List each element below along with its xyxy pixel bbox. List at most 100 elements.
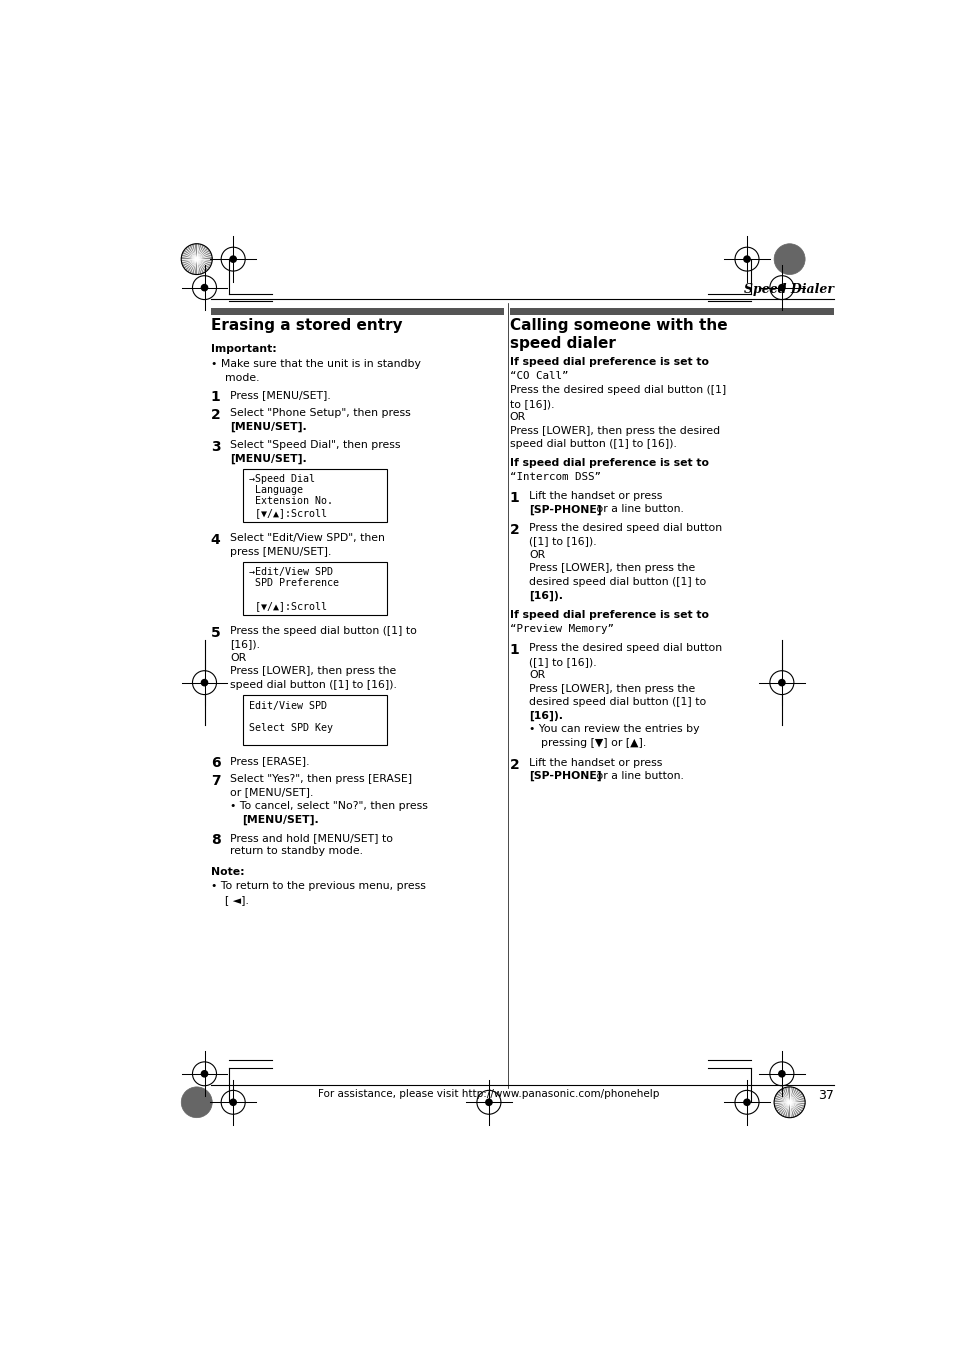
Text: If speed dial preference is set to: If speed dial preference is set to [509, 611, 708, 620]
Circle shape [773, 1088, 804, 1117]
Text: return to standby mode.: return to standby mode. [230, 847, 363, 857]
Text: or [MENU/SET].: or [MENU/SET]. [230, 788, 314, 797]
Text: “Intercom DSS”: “Intercom DSS” [509, 471, 600, 482]
Bar [509, 308, 833, 315]
Text: Press the desired speed dial button: Press the desired speed dial button [529, 523, 721, 532]
Text: Select "Edit/View SPD", then: Select "Edit/View SPD", then [230, 534, 385, 543]
Circle shape [484, 1098, 493, 1106]
Text: [SP-PHONE]: [SP-PHONE] [529, 771, 601, 781]
Text: [MENU/SET].: [MENU/SET]. [241, 815, 318, 825]
Text: 1: 1 [509, 643, 519, 658]
Text: Select SPD Key: Select SPD Key [249, 723, 333, 734]
Text: Press [MENU/SET].: Press [MENU/SET]. [230, 389, 331, 400]
Text: desired speed dial button ([1] to: desired speed dial button ([1] to [529, 577, 706, 586]
Text: 4: 4 [211, 534, 220, 547]
Circle shape [200, 284, 208, 292]
Text: 6: 6 [211, 755, 220, 770]
Text: to [16]).: to [16]). [509, 399, 554, 409]
Text: 2: 2 [509, 523, 519, 536]
Text: 2: 2 [211, 408, 220, 422]
Text: “CO Call”: “CO Call” [509, 370, 568, 381]
Text: • Make sure that the unit is in standby: • Make sure that the unit is in standby [211, 359, 420, 369]
Text: [16]).: [16]). [230, 639, 260, 650]
Text: Language: Language [249, 485, 302, 494]
Text: Select "Speed Dial", then press: Select "Speed Dial", then press [230, 440, 400, 450]
Text: 1: 1 [509, 490, 519, 505]
Text: press [MENU/SET].: press [MENU/SET]. [230, 547, 331, 557]
Text: [MENU/SET].: [MENU/SET]. [230, 422, 307, 432]
Text: Select "Yes?", then press [ERASE]: Select "Yes?", then press [ERASE] [230, 774, 412, 784]
Text: Important:: Important: [211, 345, 276, 354]
Text: Press the desired speed dial button: Press the desired speed dial button [529, 643, 721, 654]
Text: Lift the handset or press: Lift the handset or press [529, 758, 662, 767]
Text: Calling someone with the
speed dialer: Calling someone with the speed dialer [509, 319, 727, 351]
Text: Erasing a stored entry: Erasing a stored entry [211, 319, 402, 334]
Text: • To cancel, select "No?", then press: • To cancel, select "No?", then press [230, 801, 428, 811]
Text: Press [LOWER], then press the: Press [LOWER], then press the [529, 684, 695, 694]
Circle shape [778, 1070, 785, 1078]
Text: or a line button.: or a line button. [592, 504, 683, 515]
Text: OR: OR [529, 670, 545, 681]
Text: If speed dial preference is set to: If speed dial preference is set to [509, 357, 708, 367]
Text: If speed dial preference is set to: If speed dial preference is set to [509, 458, 708, 467]
Text: →Speed Dial: →Speed Dial [249, 474, 314, 484]
Circle shape [229, 255, 236, 263]
Text: OR: OR [509, 412, 525, 423]
Text: ([1] to [16]).: ([1] to [16]). [529, 536, 597, 546]
Text: 1: 1 [211, 389, 220, 404]
Text: [▼/▲]:Scroll: [▼/▲]:Scroll [249, 601, 326, 611]
Text: pressing [▼] or [▲].: pressing [▼] or [▲]. [540, 738, 645, 747]
Text: Press [LOWER], then press the: Press [LOWER], then press the [230, 666, 395, 677]
Text: Press [LOWER], then press the desired: Press [LOWER], then press the desired [509, 426, 720, 436]
Text: desired speed dial button ([1] to: desired speed dial button ([1] to [529, 697, 706, 708]
Text: Press the speed dial button ([1] to: Press the speed dial button ([1] to [230, 626, 416, 636]
Text: 3: 3 [211, 440, 220, 454]
Bar [243, 469, 386, 523]
Text: or a line button.: or a line button. [592, 771, 683, 781]
Text: OR: OR [529, 550, 545, 559]
Text: • To return to the previous menu, press: • To return to the previous menu, press [211, 881, 425, 892]
Bar [211, 308, 503, 315]
Text: speed dial button ([1] to [16]).: speed dial button ([1] to [16]). [230, 680, 396, 690]
Text: • You can review the entries by: • You can review the entries by [529, 724, 699, 734]
Circle shape [773, 243, 804, 274]
Bar [243, 562, 386, 615]
Text: Press [LOWER], then press the: Press [LOWER], then press the [529, 563, 695, 573]
Circle shape [229, 1098, 236, 1106]
Text: mode.: mode. [224, 373, 259, 382]
Circle shape [742, 255, 750, 263]
Text: Extension No.: Extension No. [249, 496, 333, 507]
Circle shape [742, 1098, 750, 1106]
Text: [▼/▲]:Scroll: [▼/▲]:Scroll [249, 508, 326, 517]
Text: Select "Phone Setup", then press: Select "Phone Setup", then press [230, 408, 411, 419]
Text: 8: 8 [211, 834, 220, 847]
Text: 2: 2 [509, 758, 519, 771]
Circle shape [200, 1070, 208, 1078]
Text: [16]).: [16]). [529, 590, 562, 600]
Circle shape [200, 678, 208, 686]
Text: →Edit/View SPD: →Edit/View SPD [249, 566, 333, 577]
Circle shape [181, 243, 212, 274]
Text: SPD Preference: SPD Preference [249, 578, 338, 588]
Text: OR: OR [230, 653, 246, 663]
Text: speed dial button ([1] to [16]).: speed dial button ([1] to [16]). [509, 439, 676, 450]
Text: [MENU/SET].: [MENU/SET]. [230, 454, 307, 463]
Text: 7: 7 [211, 774, 220, 788]
Circle shape [778, 284, 785, 292]
Text: Press [ERASE].: Press [ERASE]. [230, 755, 310, 766]
Text: Lift the handset or press: Lift the handset or press [529, 490, 662, 501]
Text: Press the desired speed dial button ([1]: Press the desired speed dial button ([1] [509, 385, 725, 396]
Circle shape [778, 678, 785, 686]
Text: ([1] to [16]).: ([1] to [16]). [529, 657, 597, 667]
Bar [243, 696, 386, 744]
Text: Edit/View SPD: Edit/View SPD [249, 701, 326, 711]
Text: For assistance, please visit http://www.panasonic.com/phonehelp: For assistance, please visit http://www.… [318, 1089, 659, 1100]
Text: Press and hold [MENU/SET] to: Press and hold [MENU/SET] to [230, 834, 393, 843]
Text: Speed Dialer: Speed Dialer [743, 284, 833, 296]
Text: [16]).: [16]). [529, 711, 562, 721]
Circle shape [181, 1088, 212, 1117]
Text: 5: 5 [211, 626, 220, 640]
Text: [SP-PHONE]: [SP-PHONE] [529, 504, 601, 515]
Text: [ ◄].: [ ◄]. [224, 894, 249, 905]
Text: 37: 37 [817, 1089, 833, 1102]
